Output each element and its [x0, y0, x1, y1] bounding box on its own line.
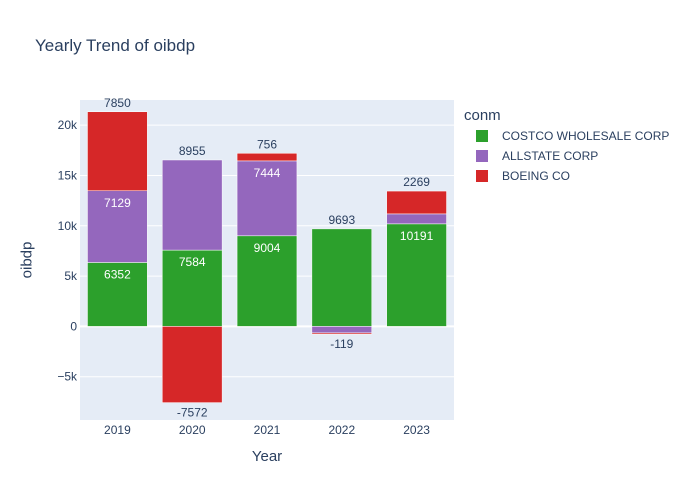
bar	[162, 249, 223, 327]
data-label: 7850	[104, 96, 131, 110]
data-label: 9693	[328, 213, 355, 227]
y-axis-label: oibdp	[18, 241, 36, 279]
legend-title: conm	[464, 107, 501, 124]
data-label: 756	[257, 137, 277, 151]
data-label: 7584	[179, 255, 206, 269]
bar	[162, 159, 223, 251]
bar	[87, 190, 148, 263]
bar	[87, 262, 148, 327]
bar	[311, 326, 372, 334]
chart-title: Yearly Trend of oibdp	[35, 36, 196, 55]
x-tick-label: 2022	[328, 423, 355, 437]
x-tick-label: 2020	[179, 423, 206, 437]
y-tick-label: 20k	[58, 118, 78, 132]
legend-swatch	[476, 170, 488, 182]
data-label: 6352	[104, 267, 131, 281]
bar	[386, 213, 447, 225]
data-label: 10191	[400, 229, 434, 243]
y-tick-label: −5k	[57, 370, 78, 384]
data-label: 2269	[403, 175, 430, 189]
bar	[386, 223, 447, 327]
data-label: 7129	[104, 196, 131, 210]
y-tick-label: 5k	[64, 269, 78, 283]
x-tick-label: 2021	[254, 423, 281, 437]
bar	[162, 326, 223, 403]
legend-swatch	[476, 150, 488, 162]
y-tick-label: 0	[70, 319, 77, 333]
data-label: 9004	[254, 241, 281, 255]
data-label: 7444	[254, 166, 281, 180]
x-axis-label: Year	[251, 448, 283, 465]
bar	[236, 160, 298, 237]
y-tick-label: 15k	[58, 168, 78, 182]
bar	[311, 332, 372, 335]
x-tick-label: 2019	[104, 423, 131, 437]
data-label: -7572	[177, 406, 208, 420]
legend-label: ALLSTATE CORP	[502, 149, 599, 163]
data-label: 8955	[179, 144, 206, 158]
data-label: -119	[330, 337, 353, 351]
legend-item[interactable]: COSTCO WHOLESALE CORP	[476, 128, 669, 144]
bar	[87, 111, 148, 192]
bar	[386, 190, 447, 215]
bar	[236, 235, 298, 327]
legend-label: BOEING CO	[502, 169, 571, 183]
x-tick-label: 2023	[403, 423, 430, 437]
legend-item[interactable]: BOEING CO	[476, 168, 570, 184]
legend-item[interactable]: ALLSTATE CORP	[476, 148, 598, 164]
bar	[311, 228, 372, 327]
legend-swatch	[476, 130, 488, 142]
y-tick-label: 10k	[58, 219, 78, 233]
bar	[236, 153, 298, 162]
legend-label: COSTCO WHOLESALE CORP	[502, 129, 670, 143]
